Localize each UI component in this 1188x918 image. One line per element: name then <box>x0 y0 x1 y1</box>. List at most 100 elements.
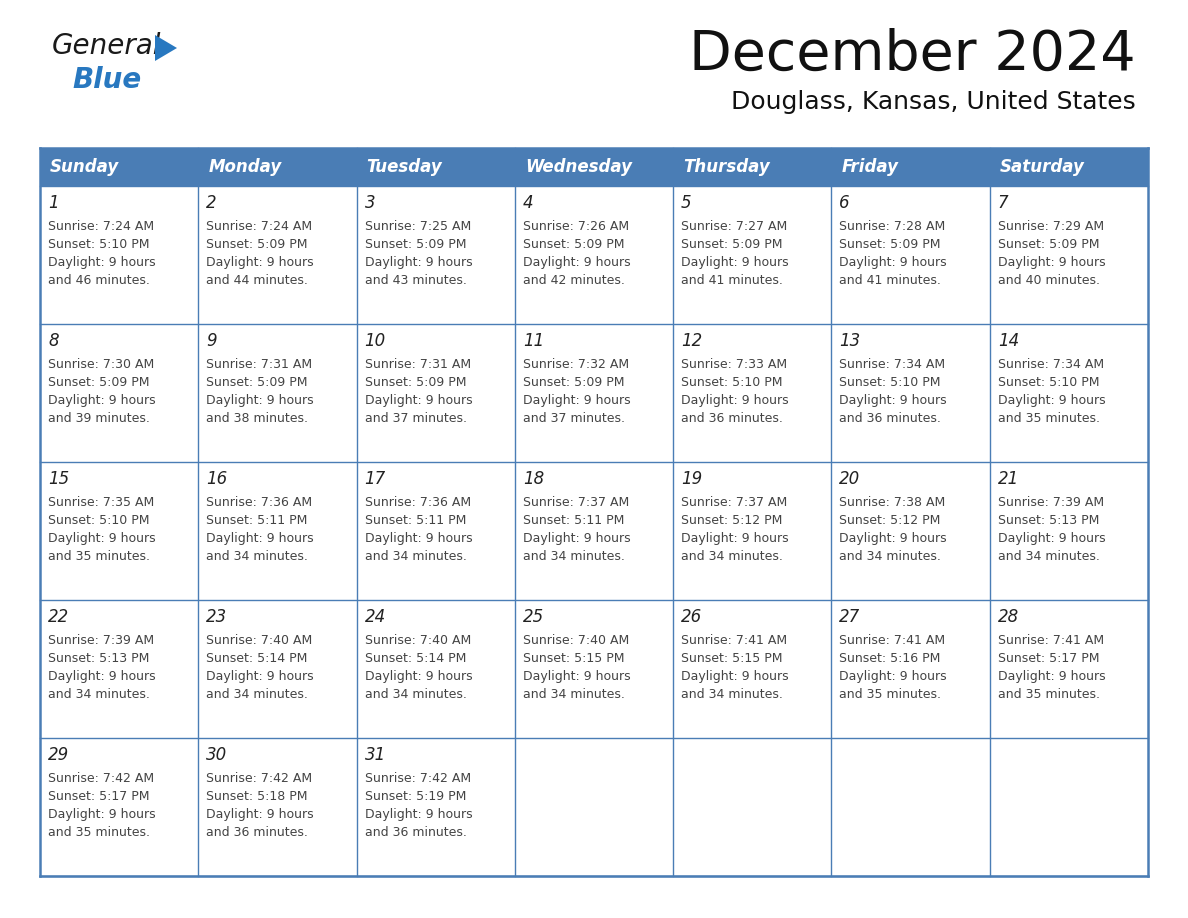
Text: Wednesday: Wednesday <box>525 158 632 176</box>
Text: and 34 minutes.: and 34 minutes. <box>48 688 150 701</box>
Bar <box>40 324 1148 462</box>
Bar <box>40 186 1148 324</box>
Text: Sunset: 5:09 PM: Sunset: 5:09 PM <box>365 238 466 251</box>
Text: Daylight: 9 hours: Daylight: 9 hours <box>207 808 314 821</box>
Text: Sunrise: 7:36 AM: Sunrise: 7:36 AM <box>365 496 470 509</box>
Text: Sunrise: 7:33 AM: Sunrise: 7:33 AM <box>681 358 788 371</box>
Text: Sunrise: 7:34 AM: Sunrise: 7:34 AM <box>840 358 946 371</box>
Text: Daylight: 9 hours: Daylight: 9 hours <box>840 532 947 545</box>
Text: 31: 31 <box>365 746 386 764</box>
Text: Sunrise: 7:24 AM: Sunrise: 7:24 AM <box>207 220 312 233</box>
Text: 26: 26 <box>681 608 702 626</box>
Text: 17: 17 <box>365 470 386 488</box>
Text: Sunrise: 7:42 AM: Sunrise: 7:42 AM <box>48 772 154 785</box>
Text: Daylight: 9 hours: Daylight: 9 hours <box>365 532 472 545</box>
Bar <box>40 462 1148 600</box>
Text: Douglass, Kansas, United States: Douglass, Kansas, United States <box>732 90 1136 114</box>
Text: Sunrise: 7:41 AM: Sunrise: 7:41 AM <box>840 634 946 647</box>
Text: Sunset: 5:10 PM: Sunset: 5:10 PM <box>48 238 150 251</box>
Text: and 35 minutes.: and 35 minutes. <box>998 412 1100 425</box>
Text: Sunrise: 7:41 AM: Sunrise: 7:41 AM <box>681 634 788 647</box>
Bar <box>990 148 1148 186</box>
Text: and 34 minutes.: and 34 minutes. <box>207 550 308 563</box>
Text: and 37 minutes.: and 37 minutes. <box>523 412 625 425</box>
Text: Daylight: 9 hours: Daylight: 9 hours <box>48 670 156 683</box>
Text: 19: 19 <box>681 470 702 488</box>
Text: and 43 minutes.: and 43 minutes. <box>365 274 467 287</box>
Text: Daylight: 9 hours: Daylight: 9 hours <box>681 256 789 269</box>
Text: 23: 23 <box>207 608 228 626</box>
Text: Daylight: 9 hours: Daylight: 9 hours <box>365 394 472 407</box>
Text: 4: 4 <box>523 194 533 212</box>
Text: 22: 22 <box>48 608 69 626</box>
Bar <box>40 738 1148 876</box>
Text: and 39 minutes.: and 39 minutes. <box>48 412 150 425</box>
Text: and 34 minutes.: and 34 minutes. <box>840 550 941 563</box>
Text: Daylight: 9 hours: Daylight: 9 hours <box>207 394 314 407</box>
Text: and 46 minutes.: and 46 minutes. <box>48 274 150 287</box>
Text: Daylight: 9 hours: Daylight: 9 hours <box>48 256 156 269</box>
Text: Daylight: 9 hours: Daylight: 9 hours <box>840 670 947 683</box>
Text: 21: 21 <box>998 470 1019 488</box>
Text: Sunset: 5:17 PM: Sunset: 5:17 PM <box>998 652 1099 665</box>
Text: Sunrise: 7:31 AM: Sunrise: 7:31 AM <box>207 358 312 371</box>
Text: and 34 minutes.: and 34 minutes. <box>998 550 1100 563</box>
Text: Daylight: 9 hours: Daylight: 9 hours <box>998 532 1105 545</box>
Text: Daylight: 9 hours: Daylight: 9 hours <box>523 394 631 407</box>
Text: 15: 15 <box>48 470 69 488</box>
Text: and 36 minutes.: and 36 minutes. <box>207 826 308 839</box>
Text: General: General <box>52 32 162 60</box>
Text: Sunset: 5:09 PM: Sunset: 5:09 PM <box>207 238 308 251</box>
Text: Sunrise: 7:30 AM: Sunrise: 7:30 AM <box>48 358 154 371</box>
Text: Sunrise: 7:25 AM: Sunrise: 7:25 AM <box>365 220 470 233</box>
Text: and 36 minutes.: and 36 minutes. <box>681 412 783 425</box>
Text: Sunset: 5:09 PM: Sunset: 5:09 PM <box>48 376 150 389</box>
Text: Sunrise: 7:42 AM: Sunrise: 7:42 AM <box>365 772 470 785</box>
Text: and 34 minutes.: and 34 minutes. <box>681 550 783 563</box>
Text: Sunset: 5:09 PM: Sunset: 5:09 PM <box>681 238 783 251</box>
Text: Sunrise: 7:35 AM: Sunrise: 7:35 AM <box>48 496 154 509</box>
Text: Sunrise: 7:32 AM: Sunrise: 7:32 AM <box>523 358 628 371</box>
Text: 20: 20 <box>840 470 860 488</box>
Text: Sunrise: 7:24 AM: Sunrise: 7:24 AM <box>48 220 154 233</box>
Text: Daylight: 9 hours: Daylight: 9 hours <box>840 394 947 407</box>
Text: Sunset: 5:09 PM: Sunset: 5:09 PM <box>840 238 941 251</box>
Text: 1: 1 <box>48 194 58 212</box>
Text: 28: 28 <box>998 608 1019 626</box>
Text: Sunset: 5:14 PM: Sunset: 5:14 PM <box>207 652 308 665</box>
Text: Sunrise: 7:37 AM: Sunrise: 7:37 AM <box>523 496 630 509</box>
Text: Blue: Blue <box>72 66 141 94</box>
Text: 25: 25 <box>523 608 544 626</box>
Text: and 35 minutes.: and 35 minutes. <box>998 688 1100 701</box>
Text: and 35 minutes.: and 35 minutes. <box>48 826 150 839</box>
Text: and 41 minutes.: and 41 minutes. <box>681 274 783 287</box>
Bar <box>198 148 356 186</box>
Text: 10: 10 <box>365 332 386 350</box>
Text: and 35 minutes.: and 35 minutes. <box>48 550 150 563</box>
Text: Daylight: 9 hours: Daylight: 9 hours <box>365 670 472 683</box>
Text: 3: 3 <box>365 194 375 212</box>
Text: Sunset: 5:09 PM: Sunset: 5:09 PM <box>998 238 1099 251</box>
Text: Daylight: 9 hours: Daylight: 9 hours <box>207 256 314 269</box>
Text: and 34 minutes.: and 34 minutes. <box>523 688 625 701</box>
Text: 24: 24 <box>365 608 386 626</box>
Text: Sunrise: 7:36 AM: Sunrise: 7:36 AM <box>207 496 312 509</box>
Text: and 38 minutes.: and 38 minutes. <box>207 412 308 425</box>
Text: Sunset: 5:10 PM: Sunset: 5:10 PM <box>998 376 1099 389</box>
Bar <box>40 148 198 186</box>
Text: 14: 14 <box>998 332 1019 350</box>
Text: Daylight: 9 hours: Daylight: 9 hours <box>365 256 472 269</box>
Text: 8: 8 <box>48 332 58 350</box>
Text: and 34 minutes.: and 34 minutes. <box>365 688 467 701</box>
Text: Sunrise: 7:38 AM: Sunrise: 7:38 AM <box>840 496 946 509</box>
Text: 5: 5 <box>681 194 691 212</box>
Text: Sunset: 5:13 PM: Sunset: 5:13 PM <box>48 652 150 665</box>
Text: 9: 9 <box>207 332 217 350</box>
Text: and 34 minutes.: and 34 minutes. <box>523 550 625 563</box>
Text: Sunset: 5:12 PM: Sunset: 5:12 PM <box>840 514 941 527</box>
Text: 29: 29 <box>48 746 69 764</box>
Text: Sunset: 5:15 PM: Sunset: 5:15 PM <box>523 652 625 665</box>
Text: 12: 12 <box>681 332 702 350</box>
Text: Sunset: 5:10 PM: Sunset: 5:10 PM <box>840 376 941 389</box>
Polygon shape <box>154 35 177 61</box>
